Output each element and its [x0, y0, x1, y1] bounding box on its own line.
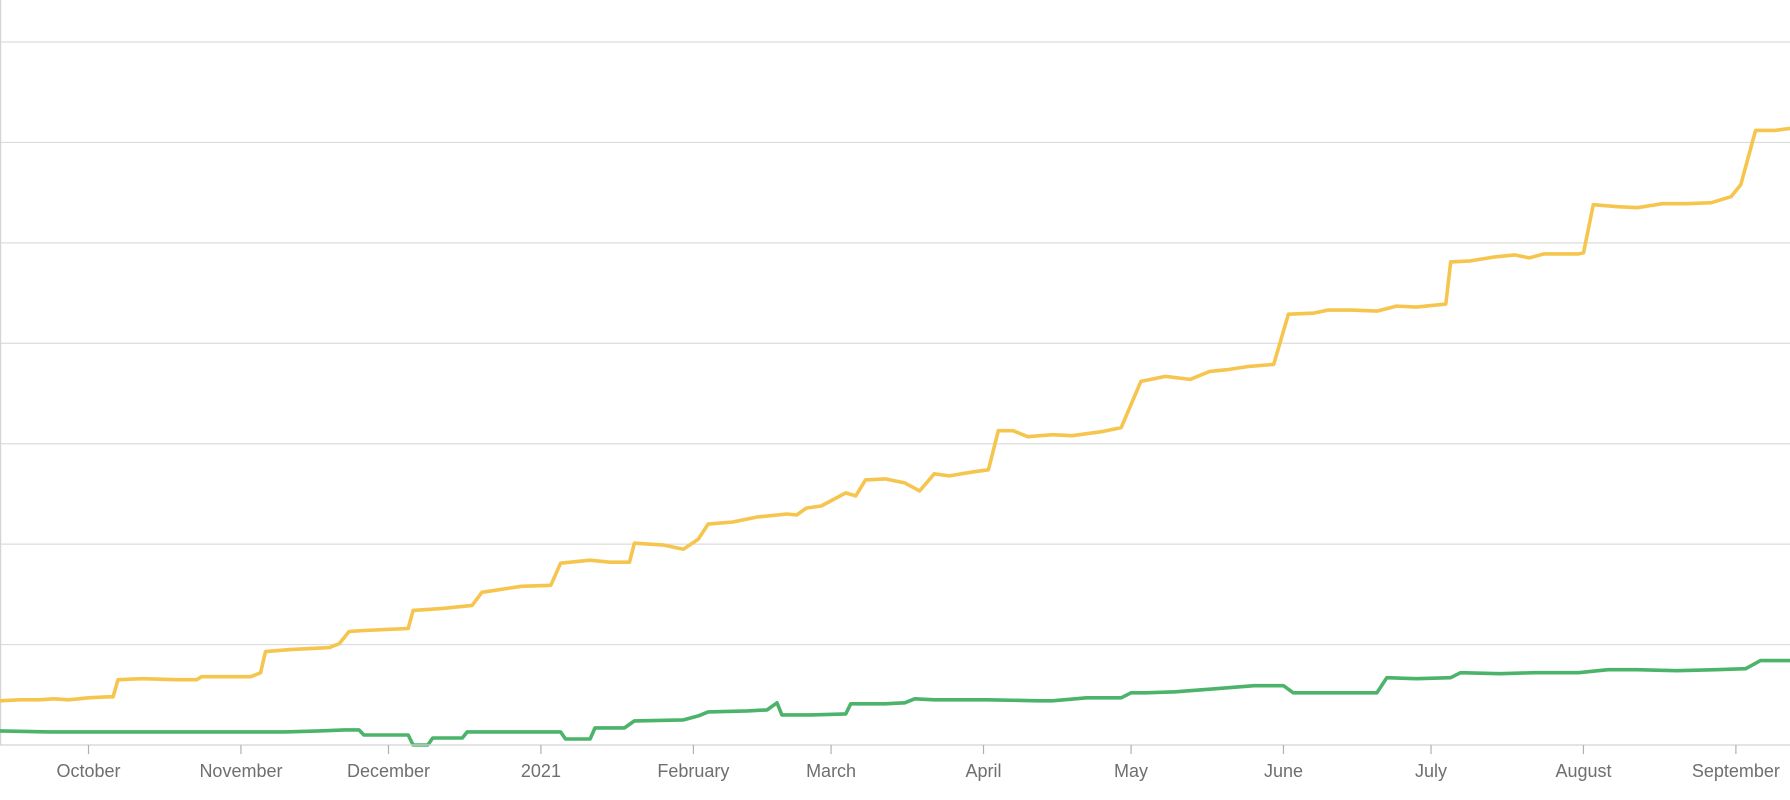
- x-tick-label: 2021: [521, 761, 561, 781]
- series-line-2: [0, 658, 1790, 747]
- x-tick-label: November: [199, 761, 282, 781]
- x-tick-label: February: [657, 761, 729, 781]
- series-lines: [0, 126, 1790, 747]
- series-line-1: [0, 126, 1790, 703]
- x-tick-label: August: [1555, 761, 1611, 781]
- x-tick-label: July: [1415, 761, 1447, 781]
- gridlines: [0, 0, 1790, 745]
- x-tick-label: March: [806, 761, 856, 781]
- x-tick-label: June: [1264, 761, 1303, 781]
- x-tick-label: December: [347, 761, 430, 781]
- x-axis: October November December 2021 February March…: [0, 744, 1790, 781]
- x-tick-label: May: [1114, 761, 1148, 781]
- x-tick-label: September: [1692, 761, 1780, 781]
- x-tick-label: April: [966, 761, 1002, 781]
- x-tick-label: October: [57, 761, 121, 781]
